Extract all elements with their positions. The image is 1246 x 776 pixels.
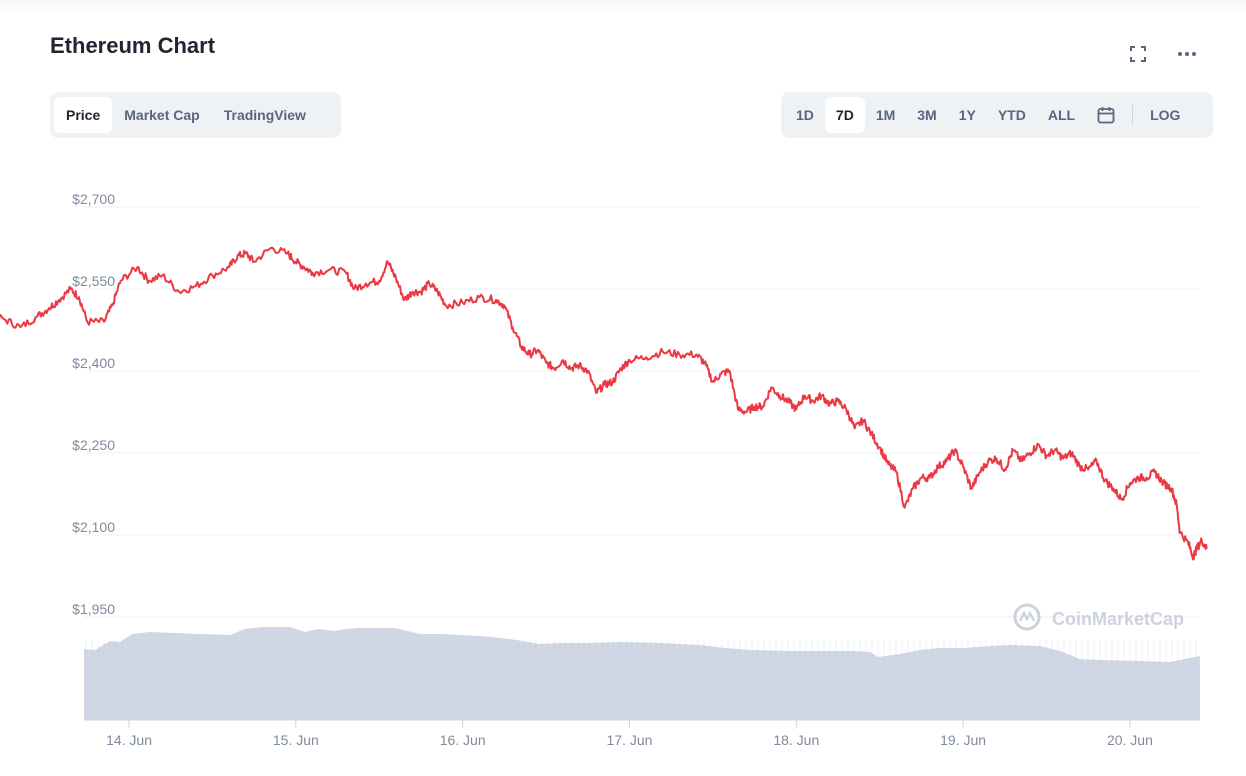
x-tick-label: 14. Jun xyxy=(106,732,152,748)
range-tabs: 1D 7D 1M 3M 1Y YTD ALL LOG xyxy=(781,92,1213,138)
x-tick-label: 15. Jun xyxy=(273,732,319,748)
range-3m[interactable]: 3M xyxy=(917,107,937,123)
x-tick-label: 16. Jun xyxy=(440,732,486,748)
log-toggle[interactable]: LOG xyxy=(1150,107,1181,123)
watermark: CoinMarketCap xyxy=(1013,603,1184,631)
volume-area xyxy=(84,627,1200,720)
top-shade xyxy=(0,0,1246,14)
range-1m[interactable]: 1M xyxy=(875,107,896,123)
x-tick-label: 18. Jun xyxy=(773,732,819,748)
more-horizontal-icon xyxy=(1178,52,1196,56)
fullscreen-icon xyxy=(1130,46,1146,62)
y-axis: $2,700 $2,550 $2,400 $2,250 $2,100 $1,950 xyxy=(72,191,115,617)
tab-price[interactable]: Price xyxy=(54,97,113,133)
tab-tradingview[interactable]: TradingView xyxy=(223,107,306,123)
y-tick-label: $2,250 xyxy=(72,437,115,453)
range-1d[interactable]: 1D xyxy=(796,107,814,123)
x-axis: 14. Jun 15. Jun 16. Jun 17. Jun 18. Jun 19. J… xyxy=(84,719,1200,748)
range-all[interactable]: ALL xyxy=(1047,107,1076,123)
tab-market-cap[interactable]: Market Cap xyxy=(124,107,200,123)
view-tabs: Price Market Cap TradingView xyxy=(50,92,341,138)
x-tick-label: 20. Jun xyxy=(1107,732,1153,748)
range-7d[interactable]: 7D xyxy=(824,97,865,133)
range-divider xyxy=(1132,105,1134,125)
page-title: Ethereum Chart xyxy=(50,33,216,58)
y-tick-label: $2,550 xyxy=(72,273,115,289)
more-options-button[interactable] xyxy=(1173,40,1201,68)
fullscreen-button[interactable] xyxy=(1124,40,1152,68)
volume-bars xyxy=(84,627,1200,720)
y-tick-label: $2,400 xyxy=(72,355,115,371)
range-ytd[interactable]: YTD xyxy=(997,107,1026,123)
y-tick-label: $2,100 xyxy=(72,519,115,535)
coinmarketcap-logo-icon xyxy=(1013,603,1041,631)
y-tick-label: $2,700 xyxy=(72,191,115,207)
calendar-icon xyxy=(1097,107,1115,124)
watermark-text: CoinMarketCap xyxy=(1052,609,1184,629)
x-tick-label: 19. Jun xyxy=(940,732,986,748)
y-tick-label: $1,950 xyxy=(72,601,115,617)
coinmarketcap-logo-mark xyxy=(1019,610,1035,622)
x-tick-label: 17. Jun xyxy=(607,732,653,748)
grid-lines xyxy=(84,206,1200,618)
price-series-line xyxy=(0,246,1208,561)
date-range-button[interactable] xyxy=(1086,97,1126,133)
range-1y[interactable]: 1Y xyxy=(958,107,976,123)
